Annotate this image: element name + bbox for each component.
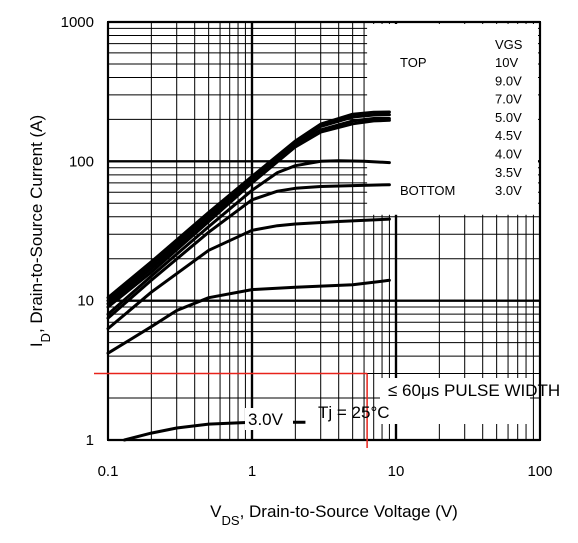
plot-border — [107, 21, 541, 441]
legend-entry: 4.5V — [495, 128, 522, 143]
legend: VGS TOP BOTTOM 10V 9.0V 7.0V 5.0V 4.5V 4.0V 3.… — [400, 37, 523, 198]
curve-vgs-6 — [106, 183, 391, 320]
legend-entry: 3.5V — [495, 165, 522, 180]
legend-entry: 9.0V — [495, 73, 522, 88]
annotations: ≤ 60μs PULSE WIDTH Tj = 25°C 3.0V — [245, 378, 560, 430]
curve-vgs-7 — [106, 217, 391, 331]
curve-vgs-2 — [106, 113, 391, 303]
y-tick-label: 100 — [69, 153, 94, 170]
pulse-width-note: ≤ 60μs PULSE WIDTH — [388, 381, 560, 400]
y-tick-label: 1000 — [61, 14, 94, 31]
curve-vgs-5 — [106, 159, 391, 316]
x-tick-label: 1 — [248, 463, 256, 480]
legend-box — [367, 24, 538, 215]
x-tick-label: 0.1 — [98, 463, 119, 480]
y-axis-label: ID, Drain-to-Source Current (A) — [27, 115, 53, 347]
curve-vgs-4 — [106, 118, 391, 309]
legend-header: VGS — [495, 37, 523, 52]
plot-frame — [107, 21, 541, 441]
curves — [106, 110, 391, 442]
curve-vgs-9 — [122, 420, 254, 442]
legend-entry: 10V — [495, 55, 518, 70]
y-tick-label: 10 — [77, 293, 94, 310]
x-tick-label: 10 — [388, 463, 405, 480]
legend-entry: 5.0V — [495, 110, 522, 125]
curve-label-3v: 3.0V — [248, 410, 284, 429]
legend-bottom-label: BOTTOM — [400, 183, 455, 198]
x-axis-label: VDS, Drain-to-Source Voltage (V) — [210, 502, 458, 528]
curve-vgs-8 — [106, 278, 391, 355]
junction-temperature-note: Tj = 25°C — [318, 403, 390, 422]
legend-background — [367, 24, 538, 215]
legend-top-label: TOP — [400, 55, 427, 70]
curve-vgs-1 — [106, 110, 391, 300]
legend-entry: 3.0V — [495, 183, 522, 198]
legend-entry: 4.0V — [495, 147, 522, 162]
x-tick-label: 100 — [527, 463, 552, 480]
highlight-lines — [94, 372, 368, 448]
y-tick-label: 1 — [86, 432, 94, 449]
legend-entries: 10V 9.0V 7.0V 5.0V 4.5V 4.0V 3.5V 3.0V — [495, 55, 522, 198]
legend-entry: 7.0V — [495, 92, 522, 107]
